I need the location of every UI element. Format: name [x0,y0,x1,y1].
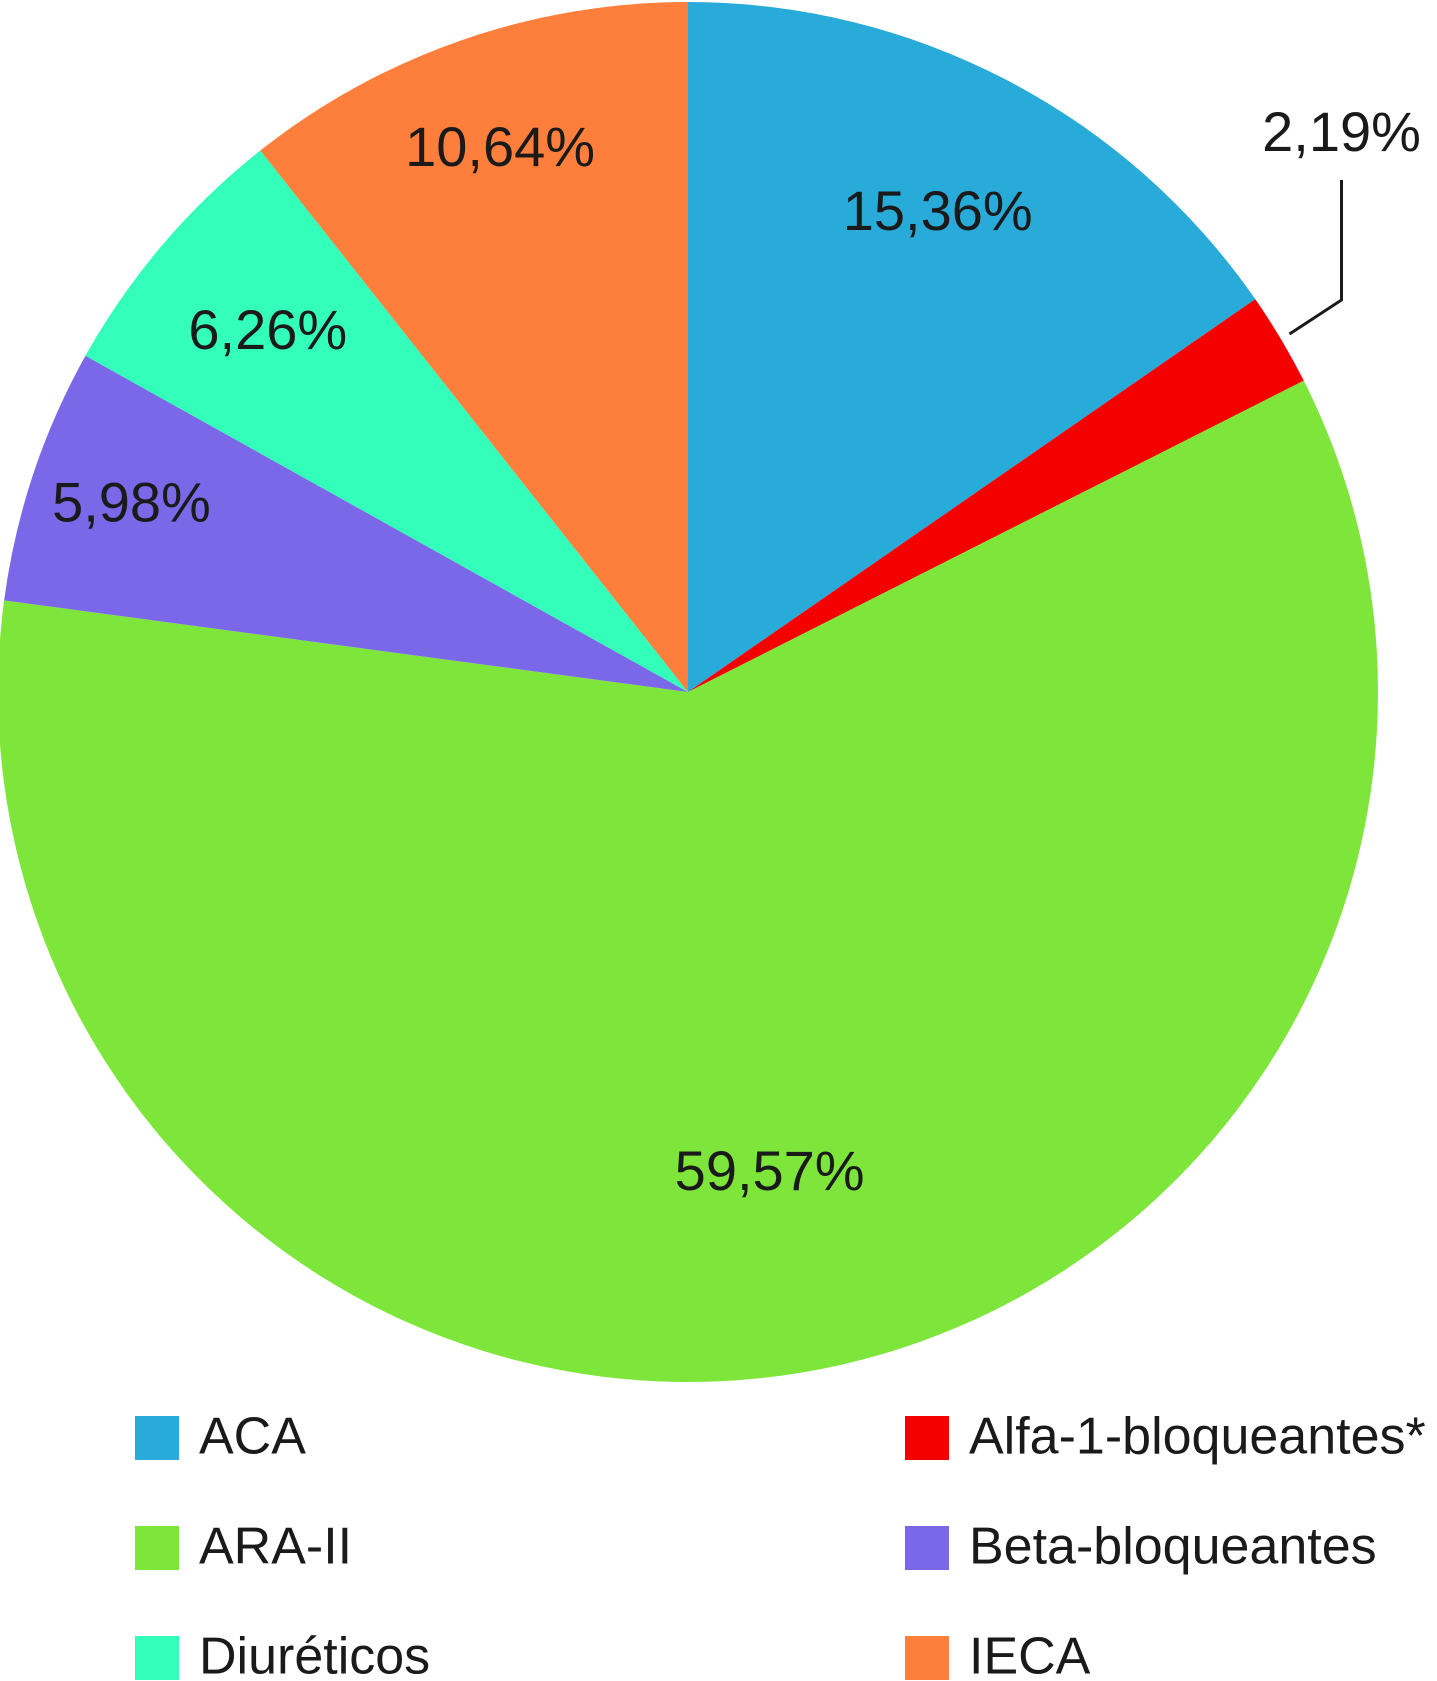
slice-beta-bloqueantes [4,355,688,692]
legend-label-alfa-1-bloqueantes: Alfa-1-bloqueantes* [969,1408,1426,1466]
slice-ieca [260,2,688,692]
legend-swatch-ara-ii [135,1526,179,1570]
slice-aca [688,2,1256,692]
legend-label-ara-ii: ARA-II [199,1518,352,1576]
data-label-ieca: 10,64% [405,115,595,178]
slice-diureticos [85,150,688,692]
leader-lines [1288,179,1344,336]
slice-ara-ii [0,380,1378,1382]
legend-label-ieca: IECA [969,1628,1091,1681]
pie-slices [0,2,1378,1382]
legend-label-aca: ACA [199,1408,306,1466]
leader-line-alfa-1-bloqueantes [1288,179,1344,336]
legend-swatch-diureticos [135,1636,179,1680]
slice-alfa-1-bloqueantes [688,299,1304,692]
data-label-diureticos: 6,26% [188,298,347,361]
data-label-alfa-1-bloqueantes: 2,19% [1262,100,1421,163]
legend-swatch-ieca [905,1636,949,1680]
legend-swatch-beta-bloqueantes [905,1526,949,1570]
data-labels: 15,36% 2,19% 59,57% 5,98% 6,26% 10,64% [52,100,1421,1202]
legend-swatch-aca [135,1416,179,1460]
legend-label-diureticos: Diuréticos [199,1628,430,1681]
legend: ACA Alfa-1-bloqueantes* ARA-II Beta-bloquea… [135,1408,1426,1681]
data-label-aca: 15,36% [843,179,1033,242]
data-label-ara-ii: 59,57% [675,1139,865,1202]
legend-swatch-alfa-1-bloqueantes [905,1416,949,1460]
legend-label-beta-bloqueantes: Beta-bloqueantes [969,1518,1377,1576]
data-label-beta-bloqueantes: 5,98% [52,471,211,534]
